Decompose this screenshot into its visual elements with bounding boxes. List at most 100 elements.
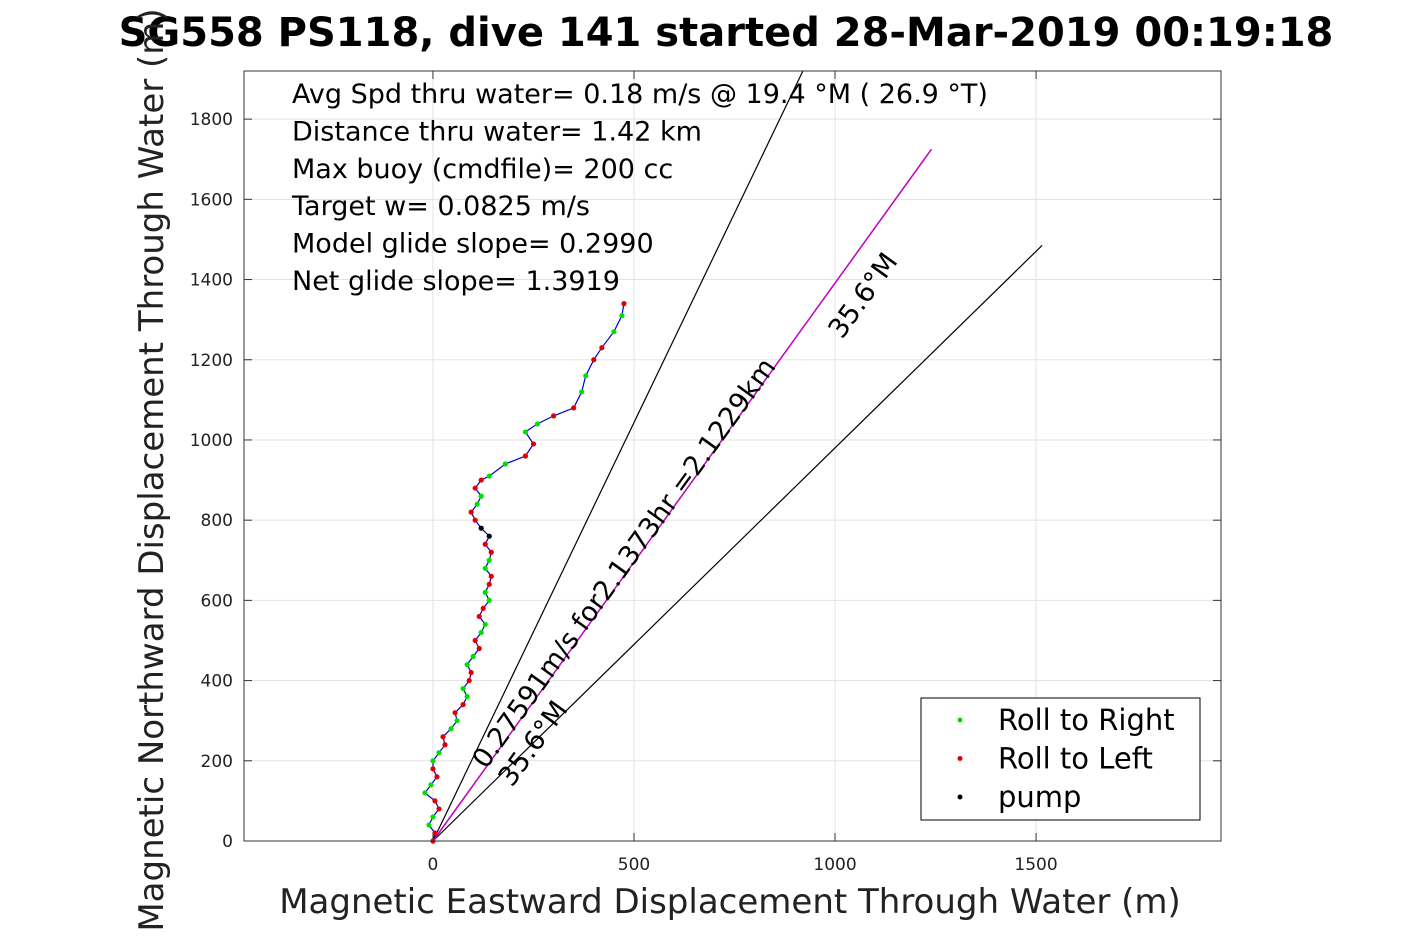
- track-point: [486, 533, 492, 539]
- track-point: [468, 669, 474, 676]
- stats-block: Avg Spd thru water= 0.18 m/s @ 19.4 °M (…: [291, 79, 988, 297]
- track-point: [478, 493, 484, 499]
- track-point: [478, 629, 484, 636]
- stat-line: Model glide slope= 0.2990: [292, 229, 654, 260]
- legend-label: Roll to Right: [998, 703, 1175, 737]
- track-point: [522, 453, 529, 459]
- track-point: [436, 806, 442, 812]
- track-point: [474, 501, 480, 507]
- x-tick-label: 1500: [1014, 855, 1057, 875]
- track-point: [472, 637, 478, 644]
- plot-frame: [243, 70, 1222, 842]
- track-point: [430, 766, 436, 772]
- track-point: [488, 573, 494, 579]
- track-point: [432, 798, 438, 804]
- track-point: [486, 581, 492, 587]
- track-point: [472, 485, 478, 491]
- track-point: [468, 509, 474, 515]
- track-point: [470, 653, 476, 660]
- track-point: [482, 541, 488, 547]
- x-tick-label: 1000: [813, 855, 856, 875]
- stat-line: Max buoy (cmdfile)= 200 cc: [292, 154, 673, 185]
- track-point: [486, 473, 492, 479]
- legend-marker: [957, 717, 963, 723]
- track-point: [480, 605, 486, 611]
- y-tick-label: 400: [201, 672, 233, 692]
- y-tick-label: 1600: [190, 190, 233, 210]
- stat-line: Distance thru water= 1.42 km: [292, 116, 702, 147]
- track-point: [482, 565, 488, 571]
- track-point: [619, 313, 625, 319]
- track-point: [591, 357, 597, 363]
- track-point: [476, 613, 482, 620]
- heading-bound-line: [432, 70, 804, 842]
- track-point: [442, 742, 448, 748]
- track-point: [448, 726, 454, 732]
- stat-line: Avg Spd thru water= 0.18 m/s @ 19.4 °M (…: [292, 79, 988, 110]
- y-tick-label: 1000: [190, 431, 233, 451]
- track-point: [579, 389, 585, 395]
- y-tick-label: 200: [201, 752, 233, 772]
- track-point: [430, 814, 436, 820]
- heading-bound-lines: [432, 70, 1043, 842]
- track-point: [486, 597, 492, 603]
- grid-lines: [244, 71, 1221, 842]
- track-point: [486, 557, 492, 563]
- track-point: [550, 413, 557, 419]
- track-point: [534, 421, 541, 427]
- x-axis-label: Magnetic Eastward Displacement Through W…: [279, 882, 1181, 922]
- legend-marker: [957, 756, 963, 761]
- stat-line: Target w= 0.0825 m/s: [291, 191, 590, 222]
- track-point: [621, 301, 627, 307]
- legend: Roll to Right Roll to Left pump: [920, 697, 1201, 821]
- track-point: [476, 645, 482, 652]
- x-tick-label: 0: [428, 855, 439, 875]
- track-point: [440, 734, 446, 740]
- track-point: [422, 790, 428, 796]
- y-tick-label: 600: [201, 591, 233, 611]
- legend-label: Roll to Left: [998, 742, 1153, 776]
- track-point: [611, 329, 617, 335]
- legend-label: pump: [998, 780, 1081, 814]
- track-point: [522, 429, 529, 435]
- legend-box: [920, 697, 1201, 821]
- stat-line: Net glide slope= 1.3919: [292, 266, 620, 297]
- axis-ticks: 0 500 1000 1500 0 200 400 600 800 1000 1200 1400 160…: [190, 71, 1221, 875]
- chart-title: SG558 PS118, dive 141 started 28-Mar-201…: [119, 10, 1334, 56]
- track-point: [454, 718, 460, 724]
- y-tick-label: 1200: [190, 351, 233, 371]
- track-point: [460, 702, 466, 708]
- track-point: [426, 822, 432, 828]
- track-point: [464, 694, 470, 700]
- y-tick-label: 1400: [190, 271, 233, 291]
- x-tick-label: 500: [618, 855, 650, 875]
- track-point: [460, 686, 466, 692]
- track-point: [430, 758, 436, 764]
- y-axis-label: Magnetic Northward Displacement Through …: [132, 8, 172, 931]
- track-point: [432, 830, 438, 836]
- track-point: [530, 441, 537, 447]
- dive-track: [422, 301, 627, 844]
- net-vector-line: [432, 148, 933, 842]
- track-point: [436, 750, 442, 756]
- track-point: [482, 589, 488, 595]
- track-point: [428, 782, 434, 788]
- track-point: [583, 373, 589, 379]
- track-point: [478, 525, 484, 531]
- y-tick-label: 1800: [190, 110, 233, 130]
- track-point: [502, 461, 508, 467]
- track-point: [464, 661, 470, 668]
- track-point: [571, 405, 577, 411]
- heading-bound-line: [432, 245, 1043, 842]
- y-tick-label: 800: [201, 511, 233, 531]
- track-point: [599, 345, 605, 351]
- track-point: [482, 621, 488, 628]
- legend-marker: [957, 794, 963, 800]
- track-point: [466, 677, 472, 684]
- track-point: [472, 517, 478, 523]
- track-point: [478, 477, 484, 483]
- track-point: [434, 774, 440, 780]
- track-point: [488, 549, 494, 555]
- y-tick-label: 0: [222, 832, 233, 852]
